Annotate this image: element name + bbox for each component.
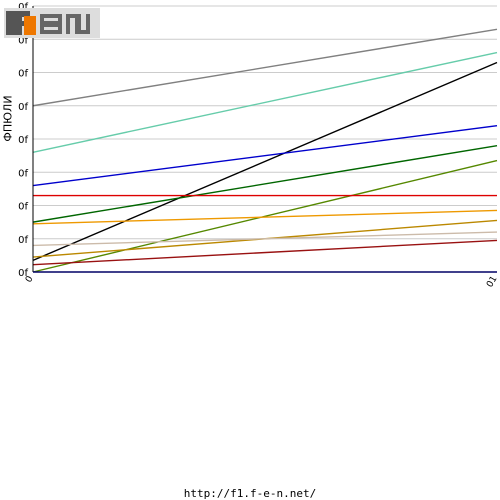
y-tick-label: 0f xyxy=(18,102,28,113)
y-tick-labels: 0f 0f 0f 0f 0f 0f 0f 0f 0f xyxy=(18,2,28,279)
y-tick-label: 0f xyxy=(18,268,28,279)
x-tick-labels: 0 01 xyxy=(24,274,500,289)
series-line xyxy=(32,125,498,187)
y-tick-label: 0f xyxy=(18,202,28,213)
y-axis-label: ФПЮЛИ xyxy=(1,95,15,142)
footer-url[interactable]: http://f1.f-e-n.net/ xyxy=(183,487,317,500)
x-tick-label: 01 xyxy=(485,275,499,290)
y-tick-label: 0f xyxy=(18,135,28,146)
series-line xyxy=(32,51,498,153)
series-line xyxy=(32,28,498,107)
y-tick-label: 0f xyxy=(18,168,28,179)
series-lines xyxy=(32,28,498,273)
series-line xyxy=(32,159,498,273)
series-line xyxy=(32,144,498,223)
series-line xyxy=(32,209,498,225)
y-tick-label: 0f xyxy=(18,69,28,80)
series-line xyxy=(32,239,498,266)
series-line xyxy=(32,61,498,262)
grid-lines xyxy=(33,5,497,273)
x-tick-label: 0 xyxy=(24,274,36,284)
y-tick-label: 0f xyxy=(18,35,28,46)
f1en-logo xyxy=(4,8,100,38)
y-tick-label: 0f xyxy=(18,235,28,246)
series-line xyxy=(32,231,498,247)
axes xyxy=(32,6,497,273)
y-tick-label: 0f xyxy=(18,2,28,13)
